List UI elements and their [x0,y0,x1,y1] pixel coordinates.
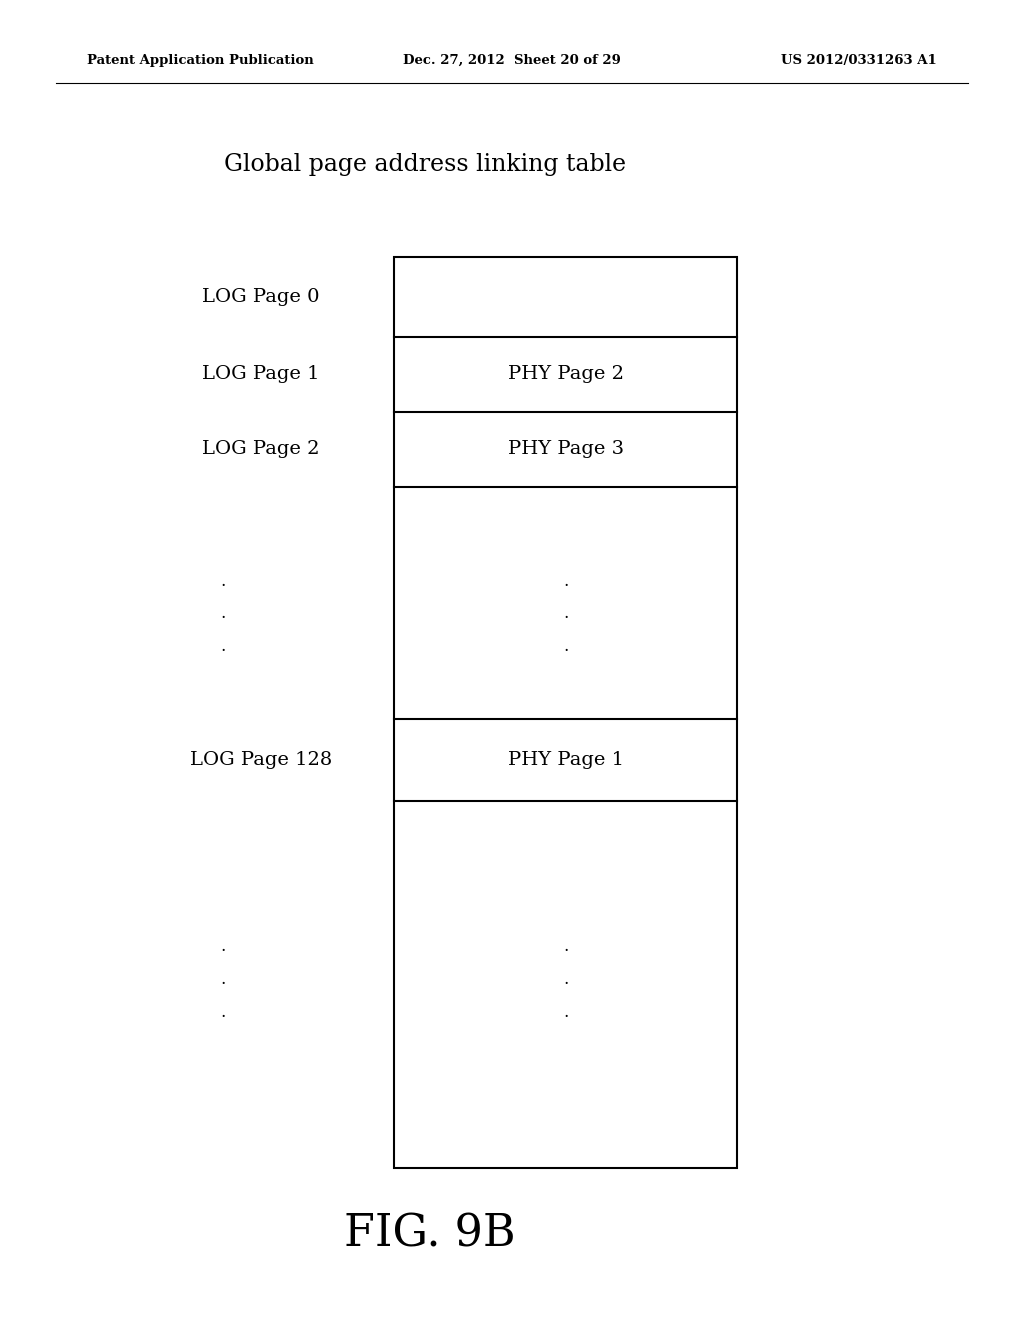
Text: LOG Page 1: LOG Page 1 [203,366,319,383]
Text: .
.
.: . . . [220,939,226,1020]
Text: PHY Page 2: PHY Page 2 [508,366,624,383]
Text: Dec. 27, 2012  Sheet 20 of 29: Dec. 27, 2012 Sheet 20 of 29 [403,54,621,67]
Text: Patent Application Publication: Patent Application Publication [87,54,313,67]
Text: LOG Page 128: LOG Page 128 [190,751,332,770]
Text: PHY Page 1: PHY Page 1 [508,751,624,770]
Text: .
.
.: . . . [563,939,569,1020]
Text: .
.
.: . . . [563,573,569,655]
Text: .
.
.: . . . [220,573,226,655]
Text: FIG. 9B: FIG. 9B [344,1213,516,1255]
Text: PHY Page 3: PHY Page 3 [508,441,624,458]
Text: LOG Page 0: LOG Page 0 [203,288,319,306]
Text: US 2012/0331263 A1: US 2012/0331263 A1 [781,54,937,67]
Bar [394,257,737,1168]
Text: Global page address linking table: Global page address linking table [224,153,626,177]
Text: LOG Page 2: LOG Page 2 [203,441,319,458]
